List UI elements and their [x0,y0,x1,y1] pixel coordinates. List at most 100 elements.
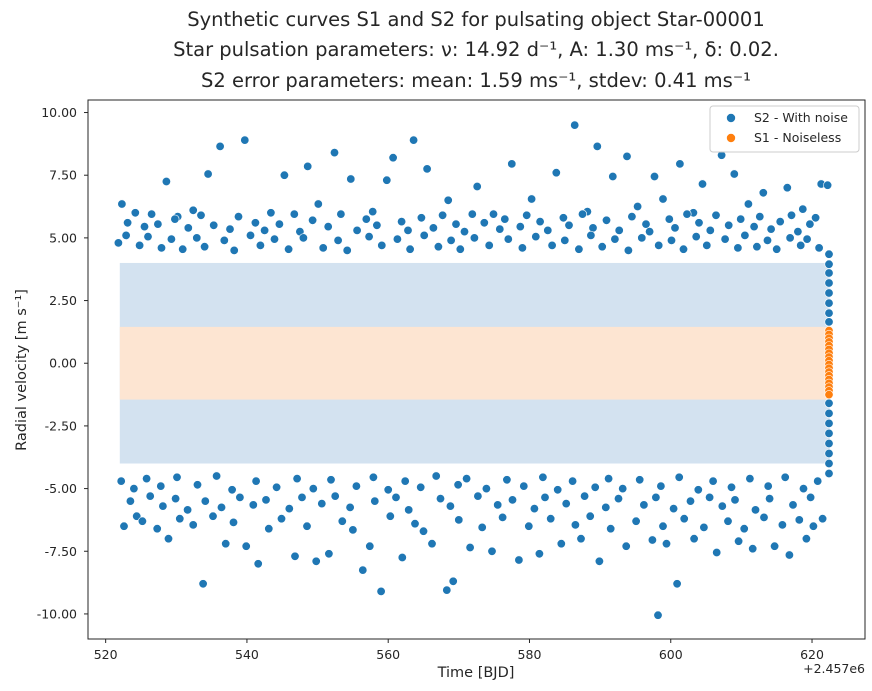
data-point [824,438,834,448]
data-point [250,218,260,228]
data-point [823,180,833,190]
data-point [348,525,358,535]
data-point [762,235,772,245]
data-point [454,515,464,525]
data-point [758,188,768,198]
data-point [678,244,688,254]
data-point [601,502,611,512]
y-tick-label: 2.50 [49,293,77,308]
data-point [443,195,453,205]
data-point [604,474,614,484]
data-point [613,494,623,504]
data-point [284,504,294,514]
data-point [336,209,346,219]
data-point [749,222,759,232]
data-point [824,298,834,308]
data-point [158,501,168,511]
title-line-2: Star pulsation parameters: ν: 14.92 d⁻¹,… [173,38,779,61]
data-point [639,500,649,510]
data-point [729,169,739,179]
data-point [669,504,679,514]
legend-box [709,105,860,153]
data-point [759,512,769,522]
data-point [755,212,765,222]
data-point [801,534,811,544]
data-point [502,475,512,485]
data-point [699,522,709,532]
data-point [358,565,368,575]
plot-frame [87,99,866,640]
data-point [793,227,803,237]
data-point [577,209,587,219]
y-tick-label: -10.00 [37,606,77,621]
data-point [540,492,550,502]
y-tick-label: 10.00 [41,105,77,120]
data-point [209,220,219,230]
data-point [519,481,529,491]
data-point [608,172,618,182]
data-point [345,502,355,512]
legend: S2 - With noise S1 - Noiseless [709,105,860,153]
data-point [453,480,463,490]
data-point [824,268,834,278]
data-point [416,482,426,492]
data-point [818,514,828,524]
data-point [217,502,227,512]
data-point [824,418,834,428]
data-point [824,390,834,400]
data-point [622,151,632,161]
data-point [276,514,286,524]
data-point [500,214,510,224]
data-point [200,496,210,506]
data-point [372,220,382,230]
data-point [645,227,655,237]
data-point [570,520,580,530]
data-point [802,234,812,244]
series-band-1 [119,326,830,400]
data-point [153,219,163,229]
data-point [330,491,340,501]
data-point [649,172,659,182]
data-point [805,219,815,229]
data-point [119,521,129,531]
data-point [418,526,428,536]
data-point [811,213,821,223]
data-point [303,161,313,171]
data-point [597,242,607,252]
legend-marker-s1 [726,133,736,143]
data-point [495,224,505,234]
legend-label-s2: S2 - With noise [754,110,848,125]
data-point [188,205,198,215]
data-point [352,225,362,235]
data-point [594,556,604,566]
data-point [200,242,210,252]
data-point [469,233,479,243]
data-point [522,210,532,220]
data-point [467,209,477,219]
data-point [227,485,237,495]
data-point [404,505,414,515]
data-point [806,492,816,502]
data-point [152,524,162,534]
data-point [705,225,715,235]
data-point [123,218,133,228]
data-point [653,610,663,620]
x-tick-label: 520 [94,647,118,662]
data-point [546,514,556,524]
data-point [143,232,153,242]
data-point [691,232,701,242]
data-point [748,544,758,554]
data-point [266,208,276,218]
data-point [697,179,707,189]
data-point [171,494,181,504]
data-point [814,243,824,253]
y-tick-label: 7.50 [49,168,77,183]
data-point [459,227,469,237]
data-point [610,234,620,244]
data-point [488,209,498,219]
data-point [145,491,155,501]
data-point [551,168,561,178]
data-point [824,249,834,259]
data-point [318,243,328,253]
data-point [824,448,834,458]
